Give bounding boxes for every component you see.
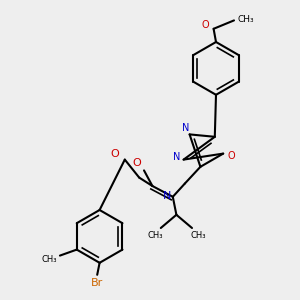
Text: CH₃: CH₃ — [41, 255, 57, 264]
Text: O: O — [111, 148, 120, 159]
Text: O: O — [228, 151, 236, 161]
Text: CH₃: CH₃ — [190, 231, 206, 240]
Text: N: N — [173, 152, 180, 162]
Text: N: N — [163, 190, 171, 201]
Text: Br: Br — [91, 278, 103, 288]
Text: N: N — [182, 123, 190, 134]
Text: CH₃: CH₃ — [147, 231, 163, 240]
Text: CH₃: CH₃ — [238, 15, 254, 24]
Text: O: O — [132, 158, 141, 168]
Text: O: O — [201, 20, 209, 30]
